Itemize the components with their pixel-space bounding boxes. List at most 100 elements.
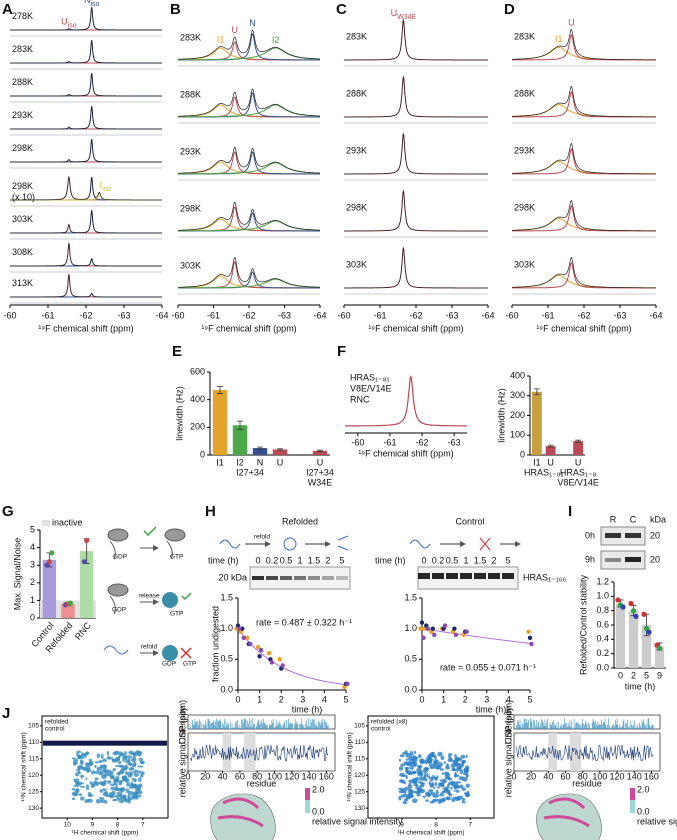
bar — [252, 448, 268, 455]
data-point — [280, 663, 285, 668]
spectrum-contour — [73, 778, 76, 783]
spectrum-contour — [416, 787, 420, 792]
spectrum-contour — [102, 758, 107, 762]
row-label: 288K — [180, 89, 201, 99]
bar — [654, 646, 665, 668]
gel-lane: 0 — [255, 555, 260, 565]
legend-label: inactive — [52, 517, 83, 527]
spectrum-contour — [412, 770, 417, 774]
error-bar — [575, 439, 582, 443]
spectrum-contour — [96, 753, 100, 759]
spectrum-contour — [416, 765, 423, 769]
bar — [312, 450, 328, 455]
error-bar — [547, 444, 554, 448]
spectrum-contour — [439, 798, 445, 803]
panel-letter: D — [504, 1, 515, 18]
spectrum-contour — [78, 793, 82, 797]
row-label: 313K — [12, 278, 33, 288]
spectrum-contour — [112, 768, 116, 772]
spectrum-contour — [461, 797, 466, 802]
spectrum — [344, 189, 488, 232]
data-point — [257, 654, 262, 659]
spectrum-contour — [93, 782, 100, 786]
y-tick-label: 1.0 — [220, 623, 233, 633]
spectrum-contour — [104, 772, 110, 777]
x-tick-label: 9 — [400, 822, 404, 829]
x-axis-label: ¹⁹F chemical shift (ppm) — [38, 323, 133, 333]
spectrum-contour — [413, 750, 417, 755]
spectrum — [178, 29, 320, 60]
gel-lane: 5 — [339, 555, 344, 565]
spectrum — [10, 106, 162, 130]
spectrum-contour — [446, 763, 449, 768]
x-axis-label: residue — [247, 778, 277, 788]
data-point — [245, 635, 250, 641]
spectrum-contour — [437, 765, 442, 770]
colorbar-label: relative signal intensity — [312, 816, 403, 826]
spectrum-contour — [461, 801, 466, 804]
x-tick-label: 160 — [319, 771, 334, 781]
spectrum-contour — [118, 751, 124, 757]
data-point — [620, 604, 626, 610]
y-tick-label: 0.5 — [220, 654, 233, 664]
spectrum-contour — [463, 792, 467, 795]
y-tick-label: 400 — [510, 370, 525, 380]
row-label: 293K — [514, 145, 535, 155]
gel-band — [502, 573, 514, 579]
spectrum-contour — [418, 754, 422, 759]
spectrum-contour — [128, 767, 135, 771]
sample-label: HRAS₁₋₈₁ — [350, 372, 390, 382]
gel-lane: 0.5 — [280, 555, 293, 565]
row-label: 293K — [180, 146, 201, 156]
spectrum-contour — [130, 781, 134, 786]
spectrum-contour — [71, 797, 76, 801]
x-tick-label: -64 — [313, 310, 326, 320]
x-tick-label: -60 — [351, 437, 364, 447]
spectrum-contour — [121, 775, 127, 780]
spectrum-contour — [74, 772, 80, 777]
spectrum — [178, 146, 320, 174]
row-label: 288K — [514, 88, 535, 98]
spectrum-contour — [416, 767, 422, 773]
x-tick-label: I2 — [236, 457, 244, 467]
x-tick-label: -60 — [3, 310, 16, 320]
spectrum-contour — [98, 770, 104, 776]
x-tick-label: 9 — [657, 670, 662, 680]
spectrum-contour — [437, 751, 443, 757]
gel-lane: 0.2 — [266, 555, 279, 565]
spectrum-contour — [402, 800, 408, 805]
row-label: 298K — [346, 202, 367, 212]
x-tick-label: 0 — [419, 694, 424, 704]
x-tick-label: 5 — [527, 694, 532, 704]
spectrum — [178, 88, 320, 117]
data-point — [527, 635, 533, 641]
spectrum-contour — [102, 788, 107, 792]
spectrum-contour — [134, 769, 139, 772]
x-tick-label: 40 — [218, 771, 228, 781]
bar — [531, 391, 542, 455]
spectrum-contour — [133, 778, 137, 782]
spectrum-contour — [447, 758, 454, 762]
spectrum-contour — [465, 754, 468, 758]
data-point — [452, 626, 457, 631]
error-bar — [237, 420, 243, 430]
gel-lane: 0.5 — [446, 555, 459, 565]
data-point — [277, 657, 282, 662]
x-tick-label: 10 — [64, 822, 72, 829]
spectrum-contour — [466, 790, 470, 795]
data-point — [266, 651, 272, 656]
row-label: 283K — [180, 32, 201, 42]
x-tick-label: 7 — [468, 822, 472, 829]
x-tick-label: 100 — [592, 771, 607, 781]
error-bar — [217, 386, 223, 394]
x-tick-label: 1 — [441, 694, 446, 704]
annotation-text: I1 — [555, 35, 563, 45]
y-tick-label: 400 — [190, 394, 205, 404]
spectrum-contour — [449, 752, 453, 756]
plot-frame — [513, 732, 661, 772]
peak-annotation: Niso — [84, 0, 100, 8]
spectrum-contour — [124, 778, 130, 783]
spectrum-contour — [424, 778, 428, 782]
spectrum-contour — [76, 768, 81, 772]
spectrum-contour — [112, 799, 116, 802]
